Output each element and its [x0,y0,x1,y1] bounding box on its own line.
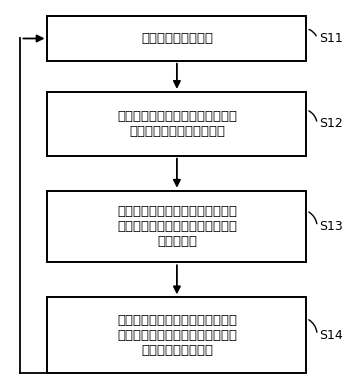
FancyBboxPatch shape [47,16,306,61]
Text: S14: S14 [319,328,343,342]
Text: S11: S11 [319,32,343,45]
Text: 构建径向基神经网络，并采用测点
数据进行训练得到网络模型: 构建径向基神经网络，并采用测点 数据进行训练得到网络模型 [117,110,237,138]
Text: 控制太阳能光伏电池工作在最优输
出电压上，以使得太阳能光伏电池
工作在最大功率点上: 控制太阳能光伏电池工作在最优输 出电压上，以使得太阳能光伏电池 工作在最大功率点… [117,314,237,356]
Text: 接收采集的测点数据: 接收采集的测点数据 [141,32,213,45]
FancyBboxPatch shape [47,297,306,373]
FancyBboxPatch shape [47,191,306,262]
Text: S12: S12 [319,117,343,130]
FancyBboxPatch shape [47,92,306,156]
Text: S13: S13 [319,220,343,233]
Text: 基于网络模型构建输出功率的寻优
目标函数，并基于遗传算法计算最
优输出电压: 基于网络模型构建输出功率的寻优 目标函数，并基于遗传算法计算最 优输出电压 [117,205,237,248]
